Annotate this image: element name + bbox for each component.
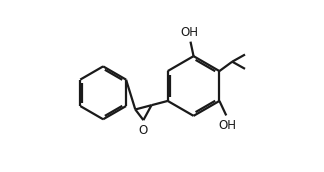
Text: OH: OH xyxy=(218,119,236,132)
Text: O: O xyxy=(139,123,148,137)
Text: OH: OH xyxy=(181,26,199,39)
